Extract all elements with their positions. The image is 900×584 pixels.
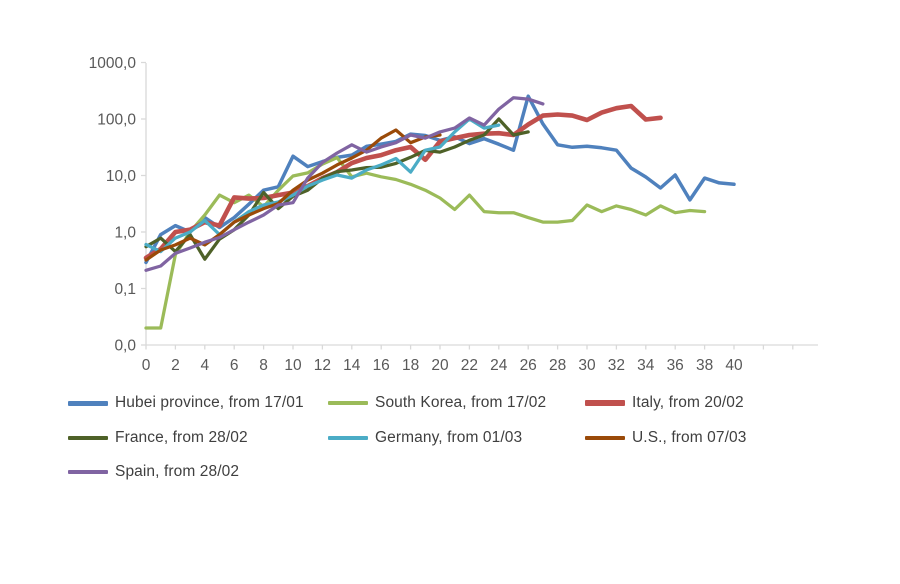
series-line-south-korea	[144, 155, 707, 330]
series-line-spain	[144, 96, 545, 272]
series-line-us	[144, 128, 442, 262]
series-line-france	[144, 117, 530, 261]
x-tick-label: 26	[520, 357, 537, 374]
x-tick-label: 36	[667, 357, 684, 374]
x-tick-label: 38	[696, 357, 713, 374]
x-tick-label: 28	[549, 357, 566, 374]
x-tick-label: 4	[200, 357, 209, 374]
x-tick-label: 18	[402, 357, 419, 374]
y-tick-label: 0,0	[114, 338, 136, 355]
x-tick-label: 0	[142, 357, 151, 374]
x-tick-label: 12	[314, 357, 331, 374]
x-tick-label: 10	[284, 357, 302, 374]
y-tick-label: 0,1	[114, 281, 136, 298]
series-lines	[143, 94, 736, 330]
x-tick-label: 6	[230, 357, 239, 374]
x-tick-label: 34	[637, 357, 655, 374]
series-line-germany	[144, 117, 501, 254]
y-axis: 1000,0 100,0 10,0 1,0 0,1 0,0	[89, 55, 147, 355]
x-tick-label: 24	[490, 357, 508, 374]
y-tick-label: 1000,0	[89, 55, 137, 72]
series-line-italy	[143, 103, 663, 261]
x-tick-label: 22	[461, 357, 478, 374]
y-tick-label: 100,0	[97, 112, 136, 129]
x-tick-label: 30	[578, 357, 596, 374]
y-tick-label: 10,0	[106, 168, 137, 185]
x-tick-label: 8	[259, 357, 268, 374]
x-tick-label: 32	[608, 357, 625, 374]
x-tick-label: 14	[343, 357, 361, 374]
x-tick-label: 40	[725, 357, 743, 374]
y-tick-label: 1,0	[114, 225, 136, 242]
x-tick-label: 2	[171, 357, 180, 374]
x-tick-label: 20	[431, 357, 449, 374]
x-axis: 0 2 4 6 8 10 12 14 16 18 20 22 24 26 28 30 32 34 36 38 40	[142, 344, 818, 374]
x-tick-label: 16	[373, 357, 390, 374]
